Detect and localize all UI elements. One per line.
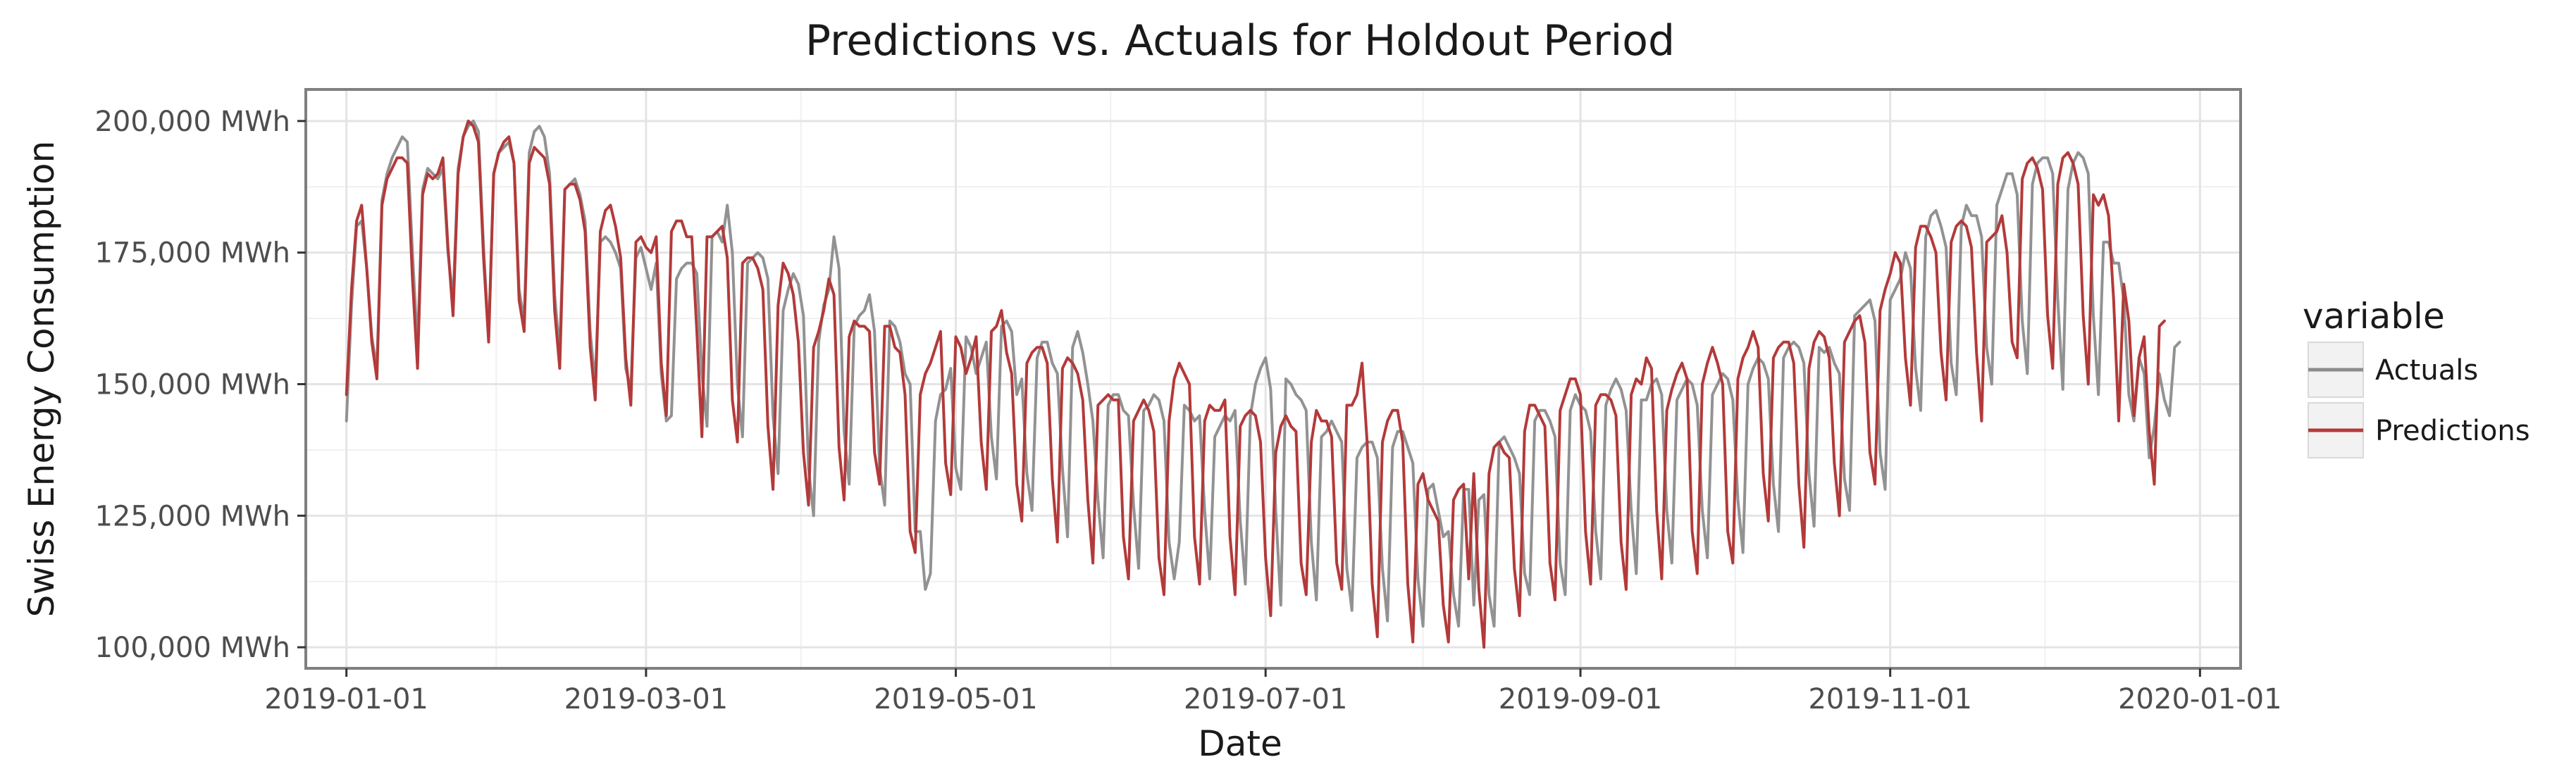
y-tick-label: 100,000 MWh xyxy=(94,632,290,664)
legend-title: variable xyxy=(2303,296,2445,337)
x-tick-label: 2020-01-01 xyxy=(2118,683,2281,716)
x-tick-label: 2019-11-01 xyxy=(1808,683,1971,716)
chart-title: Predictions vs. Actuals for Holdout Peri… xyxy=(805,16,1675,65)
series-line-actuals xyxy=(345,119,2181,628)
series-layer xyxy=(345,119,2181,649)
legend-item-actuals: Actuals xyxy=(2308,342,2478,398)
y-tick-label: 150,000 MWh xyxy=(94,368,290,401)
legend-label-actuals: Actuals xyxy=(2375,354,2478,387)
y-axis: 100,000 MWh 125,000 MWh 150,000 MWh 175,000… xyxy=(94,106,306,664)
y-tick-label: 125,000 MWh xyxy=(94,500,290,532)
x-tick-label: 2019-05-01 xyxy=(874,683,1037,716)
x-axis: 2019-01-01 2019-03-01 2019-05-01 2019-07-01… xyxy=(264,668,2282,716)
x-tick-label: 2019-09-01 xyxy=(1499,683,1662,716)
x-tick-label: 2019-01-01 xyxy=(264,683,428,716)
y-tick-label: 175,000 MWh xyxy=(94,237,290,270)
series-line-predictions xyxy=(345,119,2166,649)
x-tick-label: 2019-03-01 xyxy=(564,683,728,716)
x-axis-title: Date xyxy=(1198,723,1282,764)
legend: variable Actuals Predictions xyxy=(2303,296,2530,458)
y-tick-label: 200,000 MWh xyxy=(94,106,290,138)
legend-item-predictions: Predictions xyxy=(2308,402,2530,458)
x-tick-label: 2019-07-01 xyxy=(1184,683,1347,716)
legend-label-predictions: Predictions xyxy=(2375,415,2530,447)
plot-border xyxy=(304,88,2242,670)
y-axis-title: Swiss Energy Consumption xyxy=(21,141,62,618)
